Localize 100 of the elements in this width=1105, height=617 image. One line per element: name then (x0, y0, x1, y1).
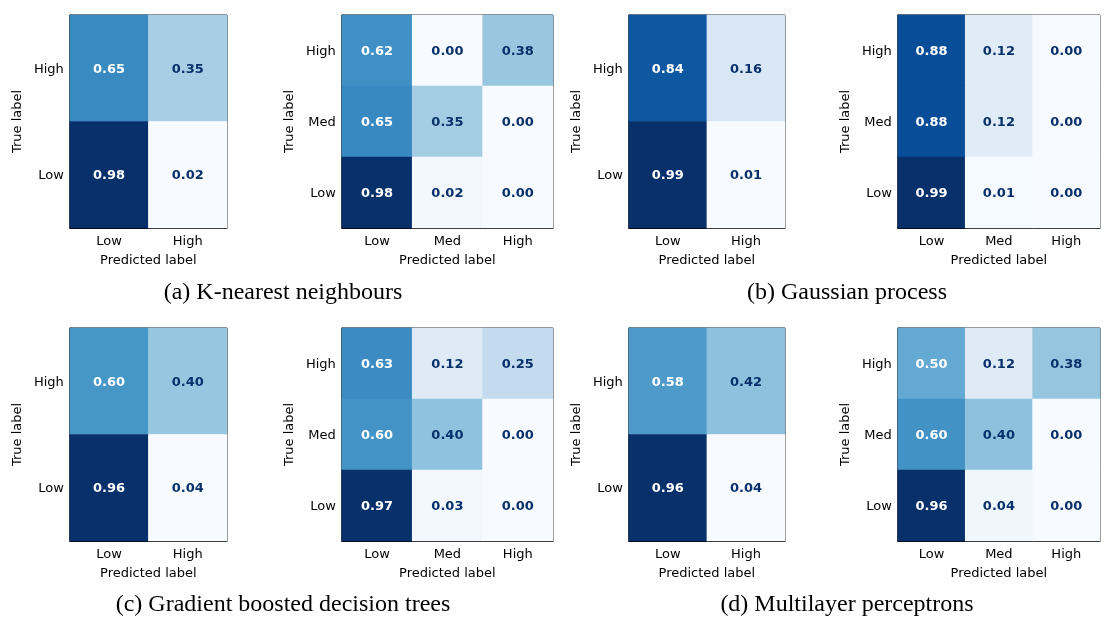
x-tick-label: High (731, 546, 761, 561)
data-label: 0.00 (1050, 114, 1083, 129)
x-tick-label: Med (433, 546, 462, 561)
data-label: 0.04 (729, 480, 762, 496)
data-label: 0.65 (93, 60, 126, 76)
data-label: 0.00 (501, 498, 534, 513)
x-tick-label: High (172, 546, 203, 561)
y-tick-label: Low (38, 167, 65, 183)
data-label: 0.99 (651, 167, 684, 183)
y-tick-label: Med (864, 114, 892, 129)
x-axis-title: Predicted label (100, 565, 197, 580)
y-tick-label: High (33, 373, 64, 389)
data-label: 0.38 (1050, 356, 1083, 371)
x-tick-label: High (731, 233, 761, 248)
x-tick-label: Low (655, 233, 681, 248)
x-axis-title: Predicted label (950, 252, 1048, 267)
data-label: 0.03 (431, 498, 464, 513)
data-label: 0.00 (1050, 185, 1083, 200)
y-axis-title: True label (837, 402, 852, 468)
data-label: 0.04 (171, 480, 204, 496)
data-label: 0.02 (171, 167, 204, 183)
data-label: 0.25 (501, 356, 534, 371)
data-label: 0.84 (651, 60, 684, 76)
data-label: 0.00 (1050, 43, 1083, 58)
data-label: 0.12 (982, 114, 1015, 129)
y-axis-title: True label (837, 89, 852, 155)
y-axis-title: True label (568, 402, 583, 468)
data-label: 0.96 (651, 480, 684, 496)
x-tick-label: High (1051, 233, 1082, 248)
data-label: 0.88 (915, 43, 948, 58)
data-label: 0.58 (651, 373, 684, 389)
x-tick-label: High (502, 233, 533, 248)
text: (d) Multilayer perceptrons (720, 590, 974, 617)
data-label: 0.01 (729, 167, 762, 183)
data-label: 0.60 (915, 427, 948, 442)
data-label: 0.96 (915, 498, 948, 513)
data-label: 0.35 (171, 60, 204, 76)
x-tick-label: Low (918, 546, 945, 561)
data-label: 0.04 (982, 498, 1015, 513)
y-tick-label: Low (310, 185, 337, 200)
data-label: 0.40 (171, 373, 204, 389)
data-label: 0.35 (431, 114, 464, 129)
data-label: 0.60 (93, 373, 126, 389)
y-tick-label: Med (308, 427, 336, 442)
data-label: 0.02 (431, 185, 464, 200)
data-label: 0.97 (360, 498, 394, 513)
x-tick-label: High (502, 546, 533, 561)
x-axis-title: Predicted label (399, 565, 496, 580)
data-label: 0.88 (915, 114, 948, 129)
y-axis-title: True label (568, 89, 583, 155)
data-label: 0.00 (501, 427, 534, 442)
data-label: 0.00 (501, 185, 534, 200)
y-tick-label: Low (310, 498, 337, 513)
data-label: 0.00 (1050, 427, 1083, 442)
y-tick-label: High (33, 60, 64, 76)
data-label: 0.50 (915, 356, 948, 371)
y-axis-title: True label (9, 89, 24, 155)
data-label: 0.40 (431, 427, 464, 442)
y-tick-label: High (861, 43, 892, 58)
y-axis-title: True label (281, 89, 296, 155)
data-label: 0.60 (360, 427, 394, 442)
data-label: 0.62 (360, 43, 394, 58)
data-label: 0.16 (729, 60, 762, 76)
text: (a) K-nearest neighbours (163, 278, 403, 305)
data-label: 0.40 (982, 427, 1015, 442)
y-tick-label: Med (308, 114, 336, 129)
x-tick-label: High (172, 233, 203, 248)
x-tick-label: Med (985, 233, 1013, 248)
y-tick-label: Low (38, 480, 65, 496)
y-axis-title: True label (281, 402, 296, 468)
y-tick-label: High (305, 356, 336, 371)
y-tick-label: High (592, 60, 623, 76)
x-axis-title: Predicted label (950, 565, 1048, 580)
data-label: 0.12 (982, 356, 1015, 371)
x-tick-label: Med (433, 233, 462, 248)
x-tick-label: Low (96, 546, 123, 561)
x-axis-title: Predicted label (658, 252, 756, 267)
data-label: 0.00 (501, 114, 534, 129)
x-tick-label: Low (364, 546, 391, 561)
data-label: 0.63 (360, 356, 394, 371)
data-label: 0.42 (729, 373, 762, 389)
y-tick-label: Low (866, 498, 893, 513)
x-tick-label: Low (364, 233, 391, 248)
data-label: 0.12 (982, 43, 1015, 58)
x-axis-title: Predicted label (100, 252, 197, 267)
y-tick-label: Low (597, 480, 624, 496)
data-label: 0.01 (982, 185, 1015, 200)
y-tick-label: Low (866, 185, 893, 200)
y-tick-label: Low (597, 167, 624, 183)
x-axis-title: Predicted label (399, 252, 496, 267)
data-label: 0.00 (431, 43, 464, 58)
x-tick-label: Low (655, 546, 681, 561)
y-axis-title: True label (9, 402, 24, 468)
data-label: 0.96 (93, 480, 126, 496)
data-label: 0.65 (360, 114, 394, 129)
data-label: 0.99 (915, 185, 948, 200)
data-label: 0.98 (360, 185, 394, 200)
text: (c) Gradient boosted decision trees (115, 590, 451, 617)
y-tick-label: High (305, 43, 336, 58)
x-tick-label: Med (985, 546, 1013, 561)
